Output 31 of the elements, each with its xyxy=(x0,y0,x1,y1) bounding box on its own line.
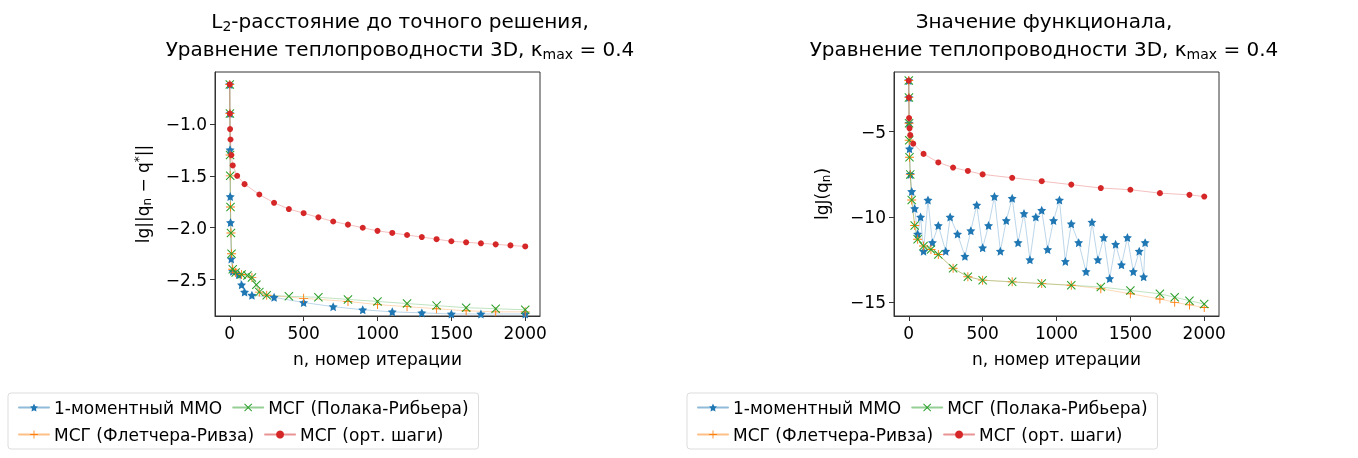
y-tick-label: −5 xyxy=(860,121,886,142)
x-tick-label: 500 xyxy=(966,322,999,343)
x-tick-label: 2000 xyxy=(1182,322,1226,343)
legend-label: 1-моментный ММО xyxy=(54,397,223,418)
chart-title: L2-расстояние до точного решения, Уравнение теплопроводности 3D, κmax = 0.4 xyxy=(165,9,635,62)
x-tick-label: 500 xyxy=(287,322,320,343)
y-tick-label: −15 xyxy=(850,292,886,313)
legend-label: МСГ (Флетчера-Ривза) xyxy=(54,424,255,445)
x-tick-label: 1000 xyxy=(355,322,400,343)
y-axis-title: lgJ(qn) xyxy=(812,167,833,221)
legend-label: МСГ (Полака-Рибьера) xyxy=(947,397,1148,418)
y-axis-title: lg||qn − q*|| xyxy=(132,144,154,244)
legend-label: МСГ (орт. шаги) xyxy=(979,424,1123,445)
chart-title: Значение функционала, Уравнение теплопроводности 3D, κmax = 0.4 xyxy=(809,9,1279,62)
y-tick-label: −10 xyxy=(850,207,886,228)
x-axis-title: n, номер итерации xyxy=(293,348,462,369)
legend-label: 1-моментный ММО xyxy=(733,397,902,418)
y-tick-label: −2.0 xyxy=(165,217,207,238)
y-tick-label: −2.5 xyxy=(165,269,207,290)
legend-label: МСГ (орт. шаги) xyxy=(300,424,444,445)
x-tick-label: 0 xyxy=(224,322,236,343)
x-tick-label: 1000 xyxy=(1034,322,1079,343)
y-tick-label: −1.0 xyxy=(165,113,207,134)
x-tick-label: 2000 xyxy=(503,322,547,343)
legend-label: МСГ (Флетчера-Ривза) xyxy=(733,424,934,445)
x-tick-label: 1500 xyxy=(1108,322,1152,343)
x-axis-title: n, номер итерации xyxy=(972,348,1141,369)
x-tick-label: 0 xyxy=(903,322,915,343)
y-tick-label: −1.5 xyxy=(165,165,207,186)
x-tick-label: 1500 xyxy=(429,322,473,343)
legend-label: МСГ (Полака-Рибьера) xyxy=(268,397,469,418)
